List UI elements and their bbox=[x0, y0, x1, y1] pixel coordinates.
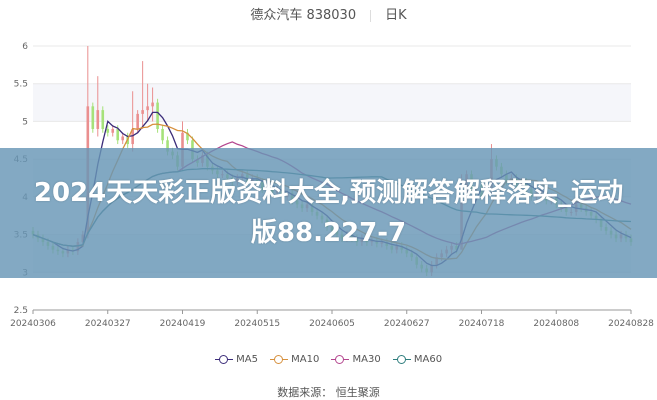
period-label[interactable]: 日K bbox=[385, 8, 407, 23]
legend-item-ma10[interactable]: MA10 bbox=[269, 354, 320, 365]
legend-item-ma30[interactable]: MA30 bbox=[331, 354, 381, 365]
candle-body bbox=[91, 106, 95, 129]
x-tick-label: 20240828 bbox=[608, 319, 654, 329]
x-tick-label: 20240627 bbox=[384, 319, 430, 329]
banner-text: 2024天天彩正版资料大全,预测解答解释落实_运动版88.227-7 bbox=[33, 178, 624, 248]
x-tick-label: 20240327 bbox=[85, 319, 131, 329]
overlay-banner: 2024天天彩正版资料大全,预测解答解释落实_运动版88.227-7 bbox=[0, 148, 657, 278]
title-divider bbox=[370, 9, 372, 22]
x-tick-label: 20240808 bbox=[533, 319, 579, 329]
legend-item-ma5[interactable]: MA5 bbox=[214, 354, 258, 365]
y-tick-label: 6 bbox=[22, 42, 28, 52]
candle-body bbox=[131, 128, 134, 145]
chart-title: 德众汽车 838030 日K bbox=[0, 4, 657, 23]
legend-item-ma60[interactable]: MA60 bbox=[392, 354, 443, 365]
candle-body bbox=[116, 128, 120, 141]
legend-marker-icon bbox=[392, 354, 411, 364]
grid-band bbox=[33, 83, 631, 122]
y-tick-label: 5.5 bbox=[14, 80, 28, 90]
candle-body bbox=[156, 102, 159, 129]
x-tick-label: 20240605 bbox=[309, 319, 355, 329]
stock-name: 德众汽车 838030 bbox=[250, 8, 357, 23]
legend-label: MA5 bbox=[232, 354, 258, 365]
x-tick-label: 20240515 bbox=[234, 319, 280, 329]
legend-label: MA10 bbox=[287, 354, 320, 365]
candle-body bbox=[96, 110, 100, 129]
y-tick-label: 2.5 bbox=[14, 306, 28, 316]
candle-body bbox=[111, 128, 115, 133]
legend: MA5 MA10 MA30 MA60 bbox=[0, 354, 657, 365]
candle-body bbox=[166, 140, 169, 152]
candle-body bbox=[161, 128, 164, 141]
data-source: 数据来源： 恒生聚源 bbox=[277, 386, 380, 399]
candle-body bbox=[121, 136, 124, 141]
candle-body bbox=[106, 128, 110, 133]
legend-marker-icon bbox=[214, 354, 233, 364]
candle-body bbox=[136, 113, 139, 129]
legend-label: MA60 bbox=[410, 354, 443, 365]
candle-body bbox=[101, 110, 105, 129]
candle-body bbox=[141, 110, 144, 114]
legend-label: MA30 bbox=[349, 354, 381, 365]
legend-marker-icon bbox=[269, 354, 288, 364]
x-tick-label: 20240718 bbox=[459, 319, 505, 329]
candle-body bbox=[186, 132, 189, 141]
x-tick-label: 20240306 bbox=[10, 319, 56, 329]
candle-body bbox=[151, 102, 154, 107]
x-tick-label: 20240419 bbox=[160, 319, 206, 329]
y-tick-label: 5 bbox=[22, 117, 28, 127]
candle-body bbox=[146, 106, 149, 111]
legend-marker-icon bbox=[331, 354, 350, 364]
